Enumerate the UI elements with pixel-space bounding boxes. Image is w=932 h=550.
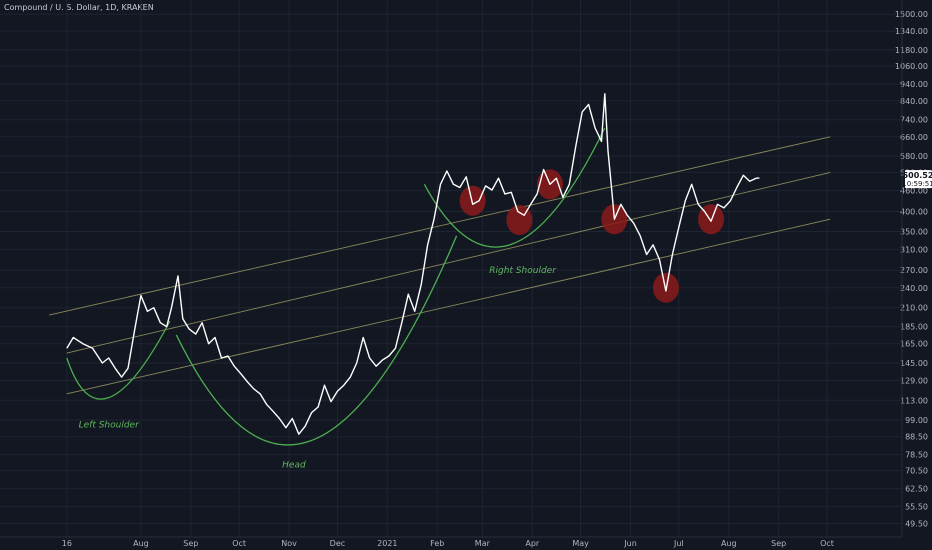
y-tick-label: 1500.00 [895, 10, 928, 19]
pattern-curve-left-shoulder [66, 320, 171, 400]
y-axis: 49.50 55.50 62.50 70.50 78.50 88.50 99.00 113.0… [895, 0, 928, 537]
y-tick-label: 350.00 [900, 227, 928, 236]
x-tick-label: 16 [62, 539, 72, 548]
y-tick-label: 78.50 [905, 451, 928, 460]
channel-line-lower [66, 218, 831, 395]
pattern-label: Left Shoulder [79, 421, 140, 431]
channel-lines [49, 136, 831, 395]
pattern-label: Head [282, 461, 306, 471]
grid [0, 0, 902, 537]
annotations: Left Shoulder Head Right Shoulder [79, 266, 558, 471]
x-tick-label: Sep [771, 539, 786, 548]
y-tick-label: 210.00 [900, 304, 928, 313]
y-tick-label: 113.00 [900, 396, 928, 405]
y-tick-label: 49.50 [905, 519, 928, 528]
y-tick-label: 460.00 [900, 187, 928, 196]
x-tick-label: Oct [232, 539, 246, 548]
pattern-label: Right Shoulder [489, 266, 557, 276]
y-tick-label: 145.00 [900, 359, 928, 368]
countdown: 10:59:51 [902, 180, 932, 188]
x-tick-label: Dec [330, 539, 345, 548]
x-tick-label: Nov [281, 539, 297, 548]
chart-title: Compound / U. S. Dollar, 1D, KRAKEN [4, 3, 154, 12]
y-tick-label: 129.00 [900, 376, 928, 385]
y-tick-label: 240.00 [900, 284, 928, 293]
y-tick-label: 62.50 [905, 485, 928, 494]
y-tick-label: 88.50 [905, 433, 928, 442]
x-tick-label: Aug [721, 539, 737, 548]
x-tick-label: 2021 [377, 539, 397, 548]
x-tick-label: Sep [183, 539, 198, 548]
last-price: 500.52 [903, 171, 932, 180]
x-tick-label: Jun [623, 539, 637, 548]
price-series [66, 93, 760, 435]
y-tick-label: 185.00 [900, 323, 928, 332]
y-tick-label: 840.00 [900, 97, 928, 106]
x-tick-label: Jul [673, 539, 684, 548]
x-tick-label: Apr [525, 539, 540, 548]
y-tick-label: 580.00 [900, 152, 928, 161]
price-line [66, 93, 760, 435]
x-tick-label: Aug [133, 539, 149, 548]
highlight-markers [459, 169, 725, 303]
pattern-curve-head [175, 235, 458, 446]
x-tick-label: Mar [475, 539, 491, 548]
y-tick-label: 660.00 [900, 133, 928, 142]
y-tick-label: 165.00 [900, 340, 928, 349]
price-tag-bg [905, 170, 932, 189]
x-tick-label: Feb [430, 539, 444, 548]
y-tick-label: 270.00 [900, 266, 928, 275]
y-tick-label: 740.00 [900, 116, 928, 125]
y-tick-label: 400.00 [900, 208, 928, 217]
x-tick-label: May [572, 539, 589, 548]
highlight-marker [459, 185, 486, 216]
y-tick-label: 1180.00 [895, 46, 928, 55]
pattern-curves [66, 127, 606, 446]
y-tick-label: 1060.00 [895, 62, 928, 71]
y-tick-label: 940.00 [900, 80, 928, 89]
x-tick-label: Oct [820, 539, 834, 548]
channel-line-middle [66, 171, 831, 354]
y-tick-label: 1340.00 [895, 27, 928, 36]
y-tick-label: 310.00 [900, 246, 928, 255]
y-tick-label: 99.00 [905, 416, 928, 425]
pattern-curve-right-shoulder [423, 127, 606, 248]
x-axis: 16 Aug Sep Oct Nov Dec 2021 Feb Mar Apr May Jun Jul A… [0, 536, 902, 548]
y-tick-label: 55.50 [905, 502, 928, 511]
highlight-marker [506, 204, 533, 235]
y-tick-label: 70.50 [905, 467, 928, 476]
